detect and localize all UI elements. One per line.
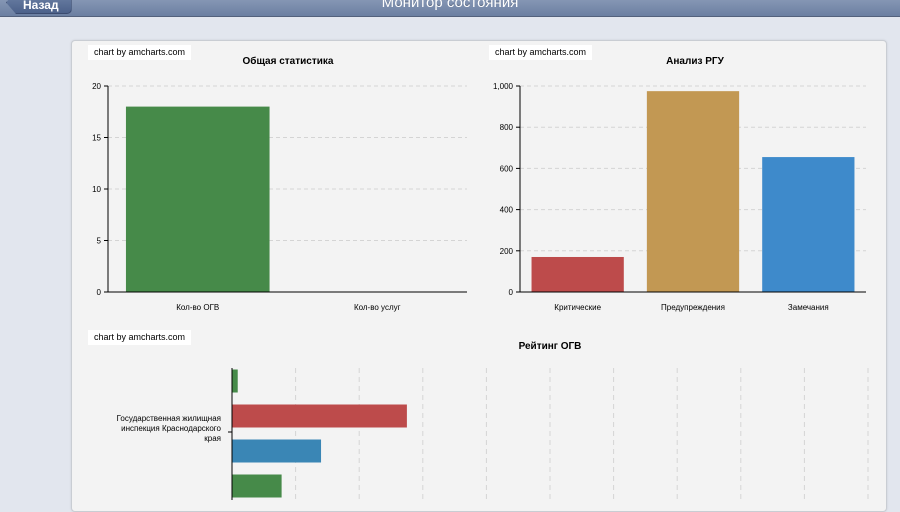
rgu-analysis-category-label: Критические xyxy=(554,303,601,312)
ogv-rating-bar xyxy=(232,404,407,428)
general-stats-ytick-label: 5 xyxy=(97,237,102,246)
rgu-analysis-ytick-label: 400 xyxy=(500,206,514,215)
rgu-analysis-ytick-label: 600 xyxy=(500,164,514,173)
chart-title-ogv-rating: Рейтинг ОГВ xyxy=(518,341,582,352)
chart-title-rgu-analysis: Анализ РГУ xyxy=(666,56,724,67)
top-bar: Назад Монитор состояния xyxy=(0,0,900,17)
rgu-analysis-ytick-label: 800 xyxy=(500,123,514,132)
general-stats-category-label: Кол-во услуг xyxy=(354,303,401,312)
rgu-analysis-ytick-label: 0 xyxy=(509,288,514,297)
general-stats-ytick-label: 15 xyxy=(92,134,101,143)
general-stats-category-label: Кол-во ОГВ xyxy=(176,303,219,312)
ogv-rating-bar xyxy=(232,439,322,463)
charts-canvas: 0 5 10 15 20 Кол-во ОГВ Кол-во услуг 0 200 400 600… xyxy=(92,82,869,500)
amcharts-credit-3[interactable]: chart by amcharts.com xyxy=(88,330,192,345)
rgu-analysis-bar xyxy=(531,256,624,292)
ogv-rating-category-label: края xyxy=(204,434,221,443)
general-stats-ytick-label: 10 xyxy=(92,185,101,194)
amcharts-credit-2[interactable]: chart by amcharts.com xyxy=(489,45,593,60)
general-stats-ytick-label: 20 xyxy=(92,82,101,91)
rgu-analysis-bar xyxy=(646,91,740,293)
general-stats-bar xyxy=(125,106,270,292)
rgu-analysis-category-label: Замечания xyxy=(788,303,829,312)
general-stats-ytick-label: 0 xyxy=(97,288,102,297)
ogv-rating-category-label: Государственная жилищная xyxy=(117,414,221,423)
ogv-rating-bar xyxy=(232,474,282,498)
page-title: Монитор состояния xyxy=(381,0,519,11)
rgu-analysis-ytick-label: 1,000 xyxy=(493,82,514,91)
amcharts-credit-1[interactable]: chart by amcharts.com xyxy=(88,45,192,60)
rgu-analysis-bar xyxy=(762,157,855,292)
chart-title-general-stats: Общая статистика xyxy=(242,56,334,67)
rgu-analysis-ytick-label: 200 xyxy=(500,247,514,256)
rgu-analysis-category-label: Предупреждения xyxy=(661,303,725,312)
ogv-rating-category-label: инспекция Краснодарского xyxy=(121,424,221,433)
ogv-rating-bar xyxy=(232,369,238,393)
